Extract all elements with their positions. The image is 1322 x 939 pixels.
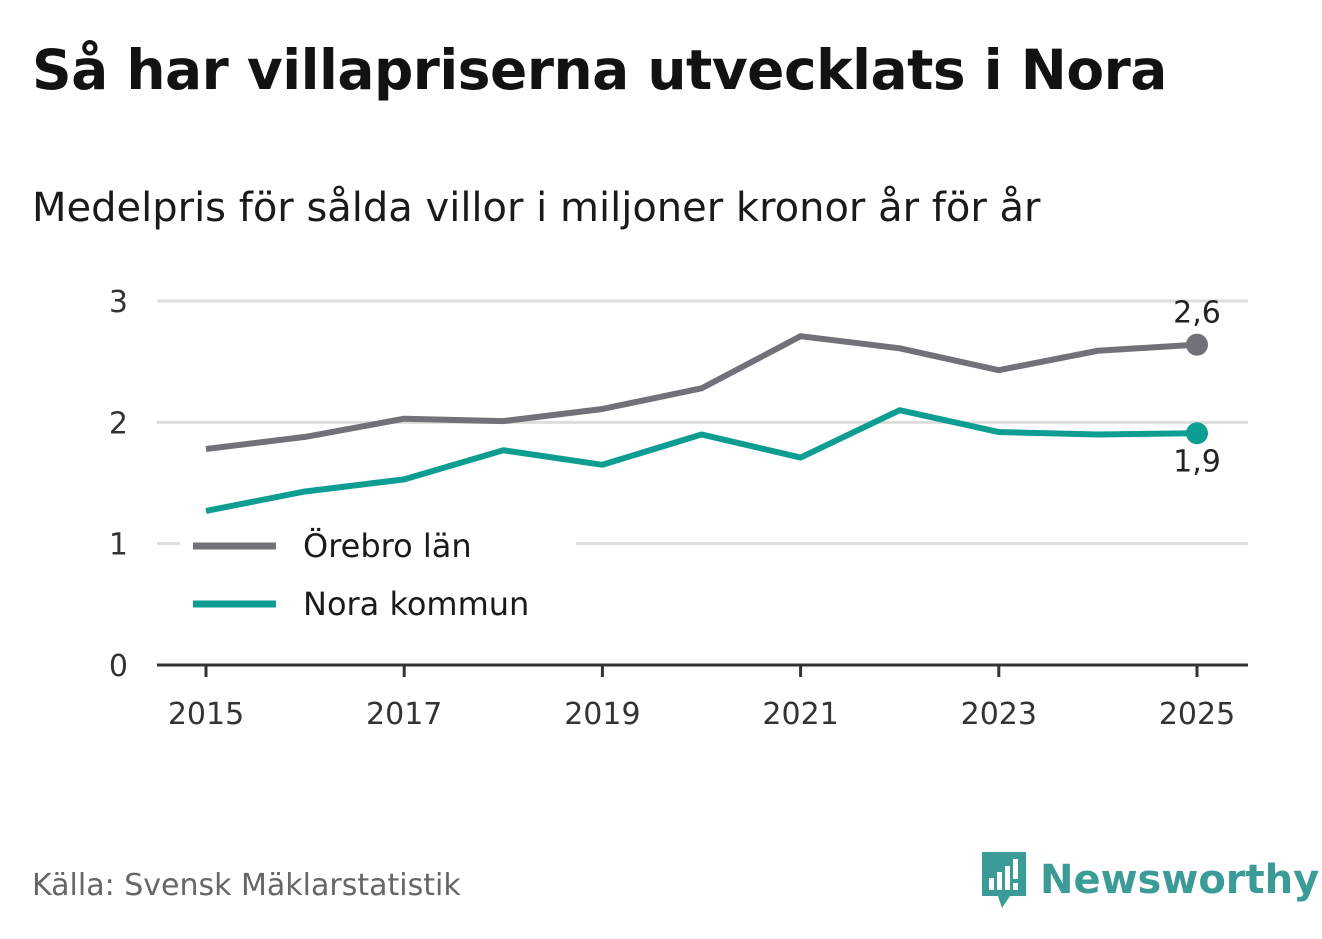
brand-name: Newsworthy (1040, 857, 1320, 903)
series-end-label-0: 2,6 (1173, 296, 1221, 331)
series-end-marker-0 (1186, 333, 1208, 356)
series-line-1 (205, 407, 1198, 514)
x-tick-label: 2019 (564, 697, 640, 732)
series-end-label-1: 1,9 (1173, 444, 1221, 479)
series-end-marker-1 (1186, 422, 1208, 445)
chart-subtitle: Medelpris för sålda villor i miljoner kr… (32, 185, 1041, 231)
newsworthy-logo-icon (982, 852, 1026, 908)
legend-label-1: Nora kommun (303, 585, 529, 623)
series-line-0 (205, 333, 1198, 453)
y-tick-label: 3 (109, 285, 128, 320)
x-tick-label: 2015 (168, 697, 244, 732)
legend-label-0: Örebro län (303, 527, 472, 565)
x-tick-label: 2023 (961, 697, 1037, 732)
brand-logo: Newsworthy (980, 850, 1319, 910)
x-tick-label: 2017 (366, 697, 442, 732)
y-tick-label: 2 (109, 406, 128, 441)
x-tick-label: 2025 (1159, 697, 1235, 732)
y-tick-label: 0 (109, 649, 128, 684)
x-tick-label: 2021 (762, 697, 838, 732)
chart-title: Så har villapriserna utvecklats i Nora (32, 38, 1167, 102)
source-note: Källa: Svensk Mäklarstatistik (32, 868, 461, 903)
legend-background (180, 520, 576, 630)
y-tick-label: 1 (109, 528, 128, 563)
